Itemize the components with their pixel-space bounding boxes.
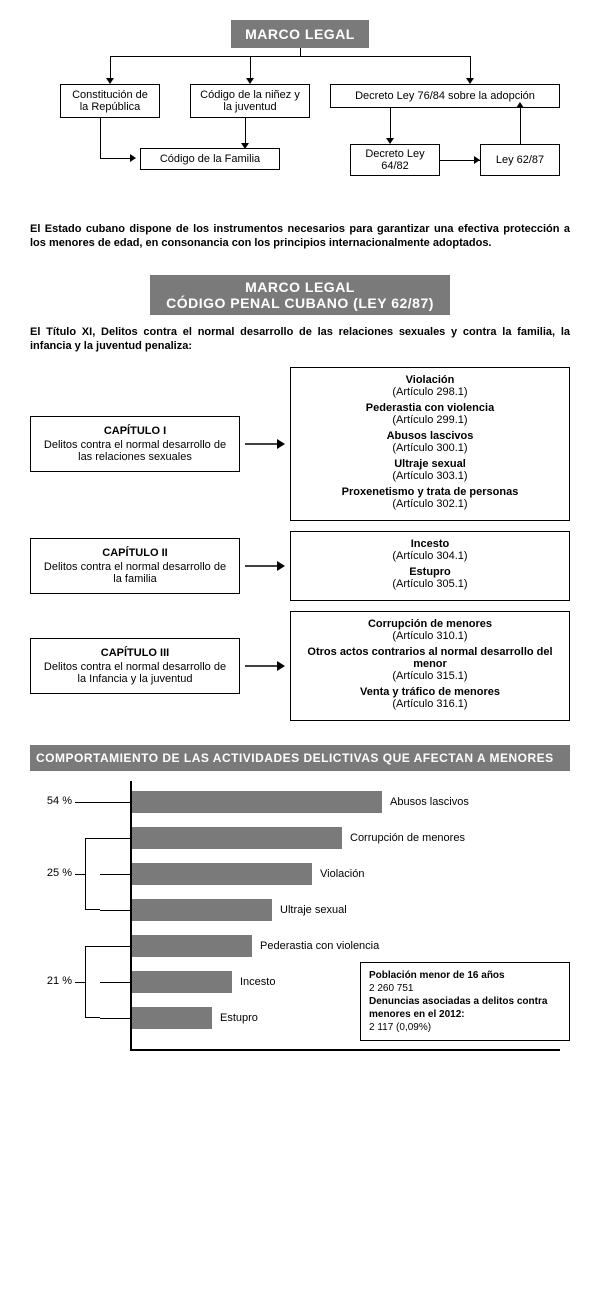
chart-bar-label: Violación: [320, 868, 364, 880]
article-ref: (Artículo 298.1): [299, 386, 561, 398]
articles-box: Incesto(Artículo 304.1) Estupro(Artículo …: [290, 531, 570, 601]
article-title: Incesto: [299, 538, 561, 550]
articles-box: Corrupción de menores(Artículo 310.1) Otr…: [290, 611, 570, 721]
info-value-2: 2 117 (0,09%): [369, 1021, 561, 1034]
chart-pct-label: 25 %: [32, 867, 72, 879]
flow-box-constitucion: Constitución de la República: [60, 84, 160, 118]
chapter-box: CAPÍTULO III Delitos contra el normal des…: [30, 638, 240, 694]
chapter-title: CAPÍTULO III: [41, 647, 229, 659]
chart-bar-label: Estupro: [220, 1012, 258, 1024]
article-ref: (Artículo 300.1): [299, 442, 561, 454]
flowchart-top: Constitución de la República Código de l…: [30, 48, 570, 208]
chart-bar-label: Incesto: [240, 976, 275, 988]
chart-pct-label: 21 %: [32, 975, 72, 987]
chapter-row: CAPÍTULO III Delitos contra el normal des…: [30, 611, 570, 721]
chart-info-box: Población menor de 16 años2 260 751Denun…: [360, 962, 570, 1041]
article-ref: (Artículo 305.1): [299, 578, 561, 590]
arrow-right-icon: [240, 660, 290, 672]
chart-axis-x: [130, 1049, 560, 1051]
chapter-desc: Delitos contra el normal desarrollo de l…: [41, 661, 229, 685]
chart-bar-label: Abusos lascivos: [390, 796, 469, 808]
article-title: Pederastia con violencia: [299, 402, 561, 414]
section1-title: MARCO LEGAL: [231, 20, 369, 48]
arrow-right-icon: [240, 560, 290, 572]
chart-bar: [132, 863, 312, 885]
chart-bracket: [85, 838, 100, 910]
chart-bar: [132, 827, 342, 849]
arrow-right-icon: [240, 438, 290, 450]
flow-box-ley62: Ley 62/87: [480, 144, 560, 176]
article-title: Estupro: [299, 566, 561, 578]
chart-pct-label: 54 %: [32, 795, 72, 807]
chapter-desc: Delitos contra el normal desarrollo de l…: [41, 439, 229, 463]
bar-chart: Abusos lascivos Corrupción de menores Viol…: [30, 781, 570, 1061]
chapter-title: CAPÍTULO I: [41, 425, 229, 437]
section2-title: MARCO LEGAL CÓDIGO PENAL CUBANO (LEY 62/…: [150, 275, 450, 315]
flow-box-decreto76: Decreto Ley 76/84 sobre la adopción: [330, 84, 560, 108]
chapter-desc: Delitos contra el normal desarrollo de l…: [41, 561, 229, 585]
info-title-2: Denuncias asociadas a delitos contra men…: [369, 995, 561, 1021]
article-title: Violación: [299, 374, 561, 386]
info-value-1: 2 260 751: [369, 982, 561, 995]
body-text-2: El Título XI, Delitos contra el normal d…: [30, 325, 570, 354]
chapter-row: CAPÍTULO II Delitos contra el normal desa…: [30, 531, 570, 601]
section3-header-wrap: COMPORTAMIENTO DE LAS ACTIVIDADES DELICT…: [30, 745, 570, 771]
article-ref: (Artículo 303.1): [299, 470, 561, 482]
section1-header-wrap: MARCO LEGAL: [30, 20, 570, 48]
body-text-1: El Estado cubano dispone de los instrume…: [30, 222, 570, 251]
chapter-title: CAPÍTULO II: [41, 547, 229, 559]
article-ref: (Artículo 302.1): [299, 498, 561, 510]
article-ref: (Artículo 310.1): [299, 630, 561, 642]
article-ref: (Artículo 299.1): [299, 414, 561, 426]
section2-header-wrap: MARCO LEGAL CÓDIGO PENAL CUBANO (LEY 62/…: [30, 275, 570, 315]
flow-box-familia: Código de la Familia: [140, 148, 280, 170]
chapter-row: CAPÍTULO I Delitos contra el normal desar…: [30, 367, 570, 521]
articles-box: Violación(Artículo 298.1) Pederastia con …: [290, 367, 570, 521]
article-ref: (Artículo 304.1): [299, 550, 561, 562]
chart-bar-label: Pederastia con violencia: [260, 940, 379, 952]
article-title: Ultraje sexual: [299, 458, 561, 470]
article-title: Otros actos contrarios al normal desarro…: [299, 646, 561, 670]
article-title: Corrupción de menores: [299, 618, 561, 630]
chart-bar: [132, 899, 272, 921]
article-title: Venta y tráfico de menores: [299, 686, 561, 698]
chapter-box: CAPÍTULO I Delitos contra el normal desar…: [30, 416, 240, 472]
article-ref: (Artículo 316.1): [299, 698, 561, 710]
chart-bar-label: Ultraje sexual: [280, 904, 347, 916]
chart-bar: [132, 935, 252, 957]
article-ref: (Artículo 315.1): [299, 670, 561, 682]
chart-bar-label: Corrupción de menores: [350, 832, 465, 844]
section3-title: COMPORTAMIENTO DE LAS ACTIVIDADES DELICT…: [30, 745, 570, 771]
chapter-box: CAPÍTULO II Delitos contra el normal desa…: [30, 538, 240, 594]
chart-bar: [132, 971, 232, 993]
article-title: Proxenetismo y trata de personas: [299, 486, 561, 498]
chart-bar: [132, 791, 382, 813]
flow-box-ninez: Código de la niñez y la juventud: [190, 84, 310, 118]
chart-bracket: [85, 946, 100, 1018]
flow-box-decreto64: Decreto Ley 64/82: [350, 144, 440, 176]
chart-bar: [132, 1007, 212, 1029]
chapters-container: CAPÍTULO I Delitos contra el normal desar…: [30, 367, 570, 721]
info-title-1: Población menor de 16 años: [369, 969, 561, 982]
article-title: Abusos lascivos: [299, 430, 561, 442]
